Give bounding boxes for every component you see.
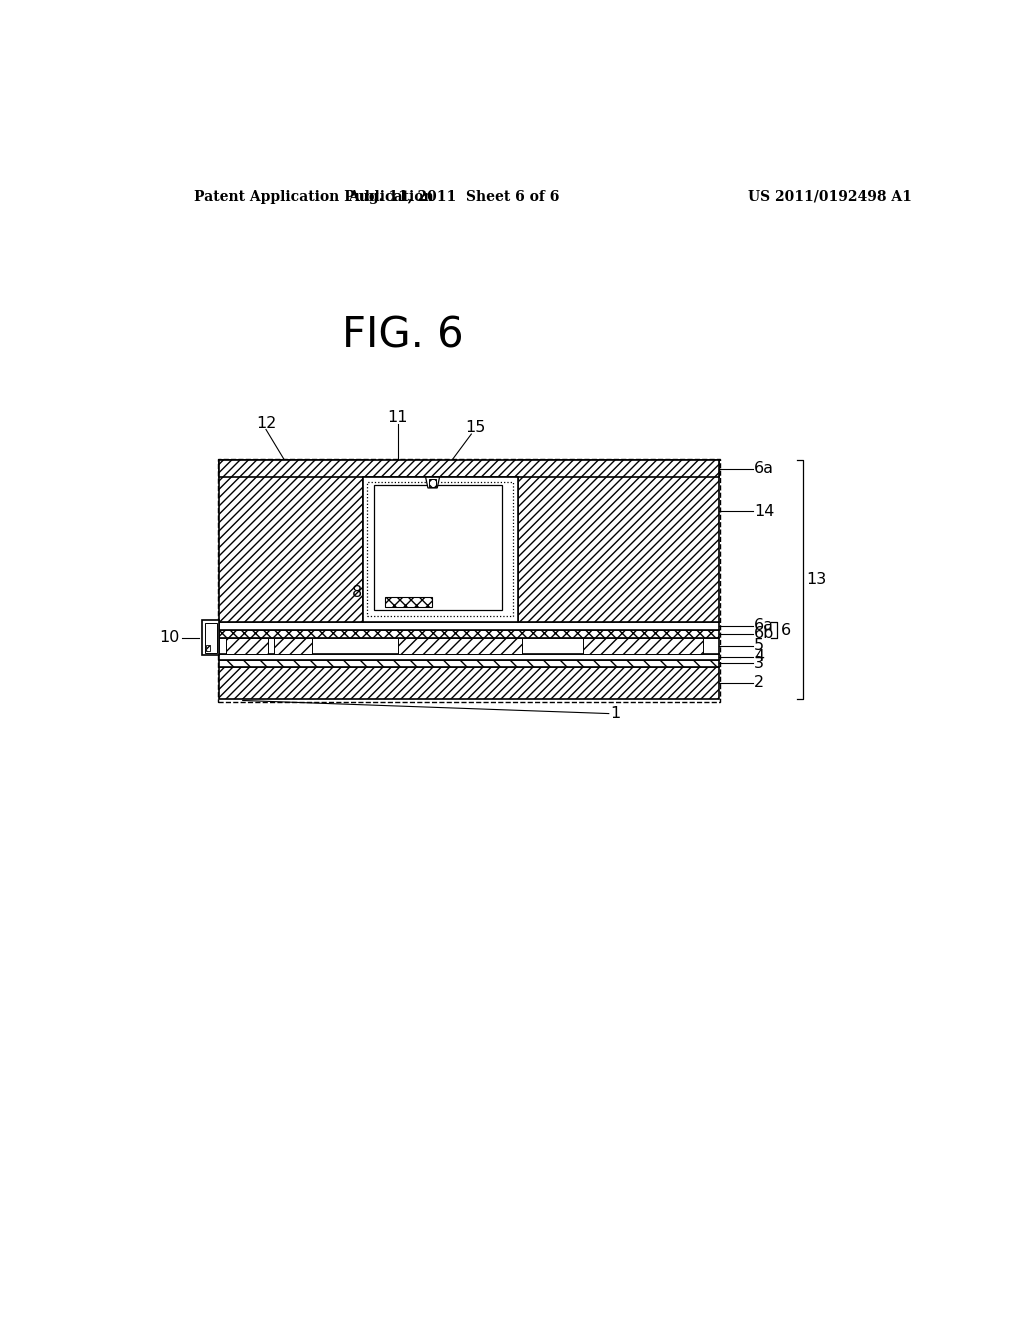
Text: 15: 15: [465, 420, 485, 436]
Bar: [225, 638, 268, 653]
Bar: [429, 479, 436, 487]
Bar: [374, 484, 502, 610]
Bar: [219, 630, 719, 638]
Bar: [219, 653, 719, 660]
Bar: [362, 478, 518, 622]
Bar: [273, 638, 312, 653]
Text: 11: 11: [387, 411, 408, 425]
Text: 14: 14: [755, 504, 774, 519]
Text: US 2011/0192498 A1: US 2011/0192498 A1: [748, 190, 912, 203]
Text: 6b: 6b: [755, 627, 774, 642]
Polygon shape: [426, 478, 439, 488]
Bar: [219, 461, 719, 478]
Text: 4: 4: [755, 649, 764, 664]
Text: Patent Application Publication: Patent Application Publication: [194, 190, 433, 203]
Text: Aug. 11, 2011  Sheet 6 of 6: Aug. 11, 2011 Sheet 6 of 6: [348, 190, 559, 203]
Text: 2: 2: [755, 676, 764, 690]
Text: 13: 13: [806, 572, 826, 587]
Text: 1: 1: [610, 706, 621, 721]
Bar: [518, 461, 719, 622]
Text: 5: 5: [755, 639, 764, 653]
Text: 6a: 6a: [755, 461, 774, 477]
Text: 6: 6: [780, 623, 791, 638]
Bar: [219, 461, 362, 622]
Text: 3: 3: [755, 656, 764, 671]
Bar: [583, 638, 703, 653]
Bar: [206, 645, 210, 651]
Text: FIG. 6: FIG. 6: [342, 314, 464, 356]
Text: 12: 12: [256, 416, 276, 430]
Text: 6a: 6a: [755, 618, 774, 634]
Bar: [397, 638, 521, 653]
Text: 7: 7: [504, 528, 514, 543]
Bar: [219, 667, 719, 700]
Bar: [218, 459, 720, 702]
Bar: [219, 660, 719, 667]
Text: 10: 10: [159, 630, 179, 645]
Bar: [385, 598, 432, 607]
Bar: [219, 622, 719, 630]
Bar: [219, 638, 719, 653]
Bar: [205, 623, 217, 653]
Bar: [368, 482, 513, 615]
Text: 8: 8: [352, 585, 362, 601]
Bar: [203, 620, 219, 655]
